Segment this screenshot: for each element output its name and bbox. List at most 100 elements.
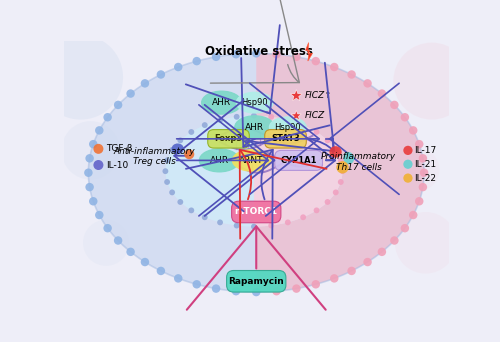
Circle shape — [86, 154, 94, 162]
Circle shape — [314, 129, 320, 135]
Ellipse shape — [404, 160, 412, 169]
Ellipse shape — [343, 152, 354, 164]
Ellipse shape — [184, 149, 194, 159]
Text: Proinflammatory
Th17 cells: Proinflammatory Th17 cells — [321, 152, 396, 172]
Circle shape — [348, 70, 356, 79]
Circle shape — [251, 113, 257, 119]
FancyBboxPatch shape — [208, 130, 250, 148]
Circle shape — [188, 129, 194, 135]
Circle shape — [330, 274, 338, 282]
Circle shape — [174, 63, 182, 71]
Ellipse shape — [94, 144, 104, 154]
Circle shape — [234, 223, 239, 228]
Circle shape — [156, 267, 165, 275]
FancyBboxPatch shape — [232, 201, 281, 223]
Circle shape — [324, 137, 330, 143]
Polygon shape — [291, 110, 302, 120]
Circle shape — [292, 284, 300, 293]
Circle shape — [84, 169, 92, 177]
Circle shape — [409, 211, 418, 219]
Circle shape — [300, 122, 306, 128]
Circle shape — [415, 140, 424, 148]
Circle shape — [95, 126, 104, 135]
FancyBboxPatch shape — [226, 271, 286, 292]
Circle shape — [338, 179, 344, 185]
Circle shape — [409, 126, 418, 135]
Circle shape — [162, 168, 168, 174]
Circle shape — [252, 49, 260, 57]
Circle shape — [212, 284, 220, 293]
Ellipse shape — [88, 53, 424, 292]
Text: TGF-β: TGF-β — [106, 144, 132, 153]
Circle shape — [418, 183, 427, 191]
Circle shape — [285, 117, 291, 123]
Text: STAT3: STAT3 — [271, 134, 300, 143]
Circle shape — [217, 117, 223, 123]
Text: FICZ↑: FICZ↑ — [305, 91, 332, 100]
Polygon shape — [256, 53, 424, 292]
Circle shape — [394, 43, 470, 120]
Ellipse shape — [172, 143, 184, 154]
Ellipse shape — [200, 149, 239, 172]
Circle shape — [156, 70, 165, 79]
Circle shape — [232, 287, 240, 295]
Circle shape — [268, 223, 274, 228]
Circle shape — [95, 211, 104, 219]
Circle shape — [83, 220, 129, 266]
Ellipse shape — [270, 117, 306, 138]
Circle shape — [89, 197, 98, 206]
Circle shape — [378, 89, 386, 98]
Circle shape — [234, 114, 239, 120]
Circle shape — [420, 169, 428, 177]
Circle shape — [104, 224, 112, 233]
Text: Hsp90: Hsp90 — [274, 123, 301, 132]
Circle shape — [348, 267, 356, 275]
Ellipse shape — [234, 116, 275, 139]
Ellipse shape — [404, 173, 412, 183]
Ellipse shape — [94, 160, 104, 170]
Circle shape — [268, 114, 274, 120]
Circle shape — [140, 258, 149, 266]
Circle shape — [364, 79, 372, 88]
Circle shape — [400, 113, 409, 121]
Circle shape — [62, 121, 120, 180]
Circle shape — [86, 183, 94, 191]
Text: IL-10: IL-10 — [106, 160, 128, 170]
Circle shape — [340, 168, 345, 174]
Text: IL-22: IL-22 — [414, 174, 436, 183]
Circle shape — [251, 224, 257, 229]
Circle shape — [192, 57, 201, 65]
Circle shape — [312, 57, 320, 65]
Circle shape — [89, 140, 98, 148]
Polygon shape — [306, 43, 312, 61]
Circle shape — [333, 189, 338, 195]
Circle shape — [390, 236, 398, 245]
Circle shape — [364, 258, 372, 266]
Circle shape — [174, 274, 182, 282]
Circle shape — [38, 35, 123, 120]
Text: Oxidative stress: Oxidative stress — [206, 45, 314, 58]
Circle shape — [212, 53, 220, 61]
Circle shape — [330, 63, 338, 71]
Circle shape — [126, 248, 135, 256]
Circle shape — [188, 208, 194, 213]
Text: CYP1A1: CYP1A1 — [280, 156, 317, 165]
Circle shape — [202, 122, 207, 128]
Circle shape — [285, 220, 291, 225]
Circle shape — [333, 147, 338, 153]
Circle shape — [400, 224, 409, 233]
Circle shape — [324, 199, 330, 205]
Circle shape — [164, 157, 170, 163]
Ellipse shape — [166, 116, 342, 227]
Circle shape — [390, 101, 398, 109]
Circle shape — [169, 189, 175, 195]
Text: Anti-inflammatory
Treg cells: Anti-inflammatory Treg cells — [114, 147, 196, 166]
Circle shape — [314, 208, 320, 213]
Circle shape — [312, 280, 320, 289]
Ellipse shape — [330, 146, 342, 158]
Circle shape — [104, 113, 112, 121]
Ellipse shape — [236, 92, 273, 113]
FancyBboxPatch shape — [264, 130, 306, 148]
Circle shape — [418, 154, 427, 162]
Circle shape — [178, 137, 183, 143]
